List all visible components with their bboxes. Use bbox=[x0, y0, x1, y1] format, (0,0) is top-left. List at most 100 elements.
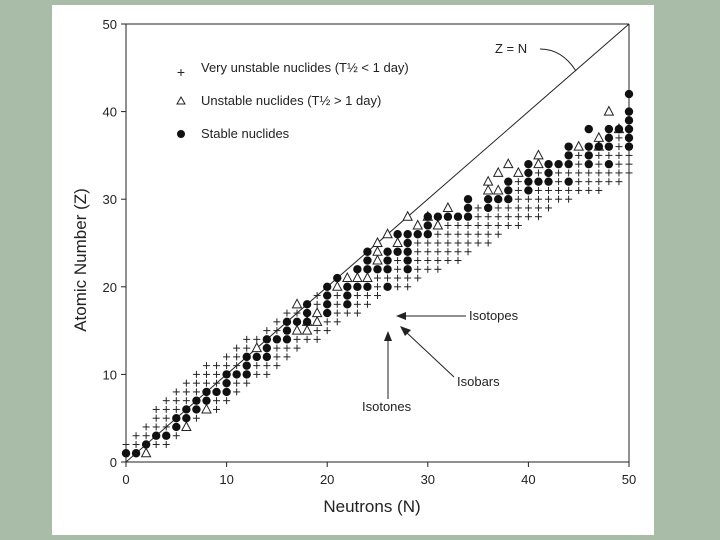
unstable-point bbox=[311, 307, 323, 318]
very-unstable-point bbox=[363, 300, 371, 308]
stable-point bbox=[383, 282, 392, 291]
very-unstable-point bbox=[152, 423, 160, 431]
stable-point bbox=[302, 317, 312, 327]
stable-point bbox=[483, 203, 493, 213]
very-unstable-point bbox=[323, 327, 331, 335]
very-unstable-point bbox=[313, 327, 321, 335]
very-unstable-point bbox=[313, 335, 321, 343]
stable-series bbox=[121, 89, 634, 458]
very-unstable-point bbox=[585, 186, 593, 194]
very-unstable-point bbox=[615, 143, 623, 151]
stable-point bbox=[403, 247, 412, 256]
y-tick-label: 30 bbox=[103, 192, 117, 207]
very-unstable-point bbox=[162, 405, 170, 413]
stable-point bbox=[524, 159, 533, 169]
z-equals-n-label: Z = N bbox=[495, 41, 527, 56]
stable-point bbox=[423, 230, 432, 239]
very-unstable-point bbox=[494, 221, 502, 229]
very-unstable-point bbox=[595, 160, 603, 168]
y-tick-label: 40 bbox=[103, 105, 117, 120]
stable-point bbox=[323, 300, 332, 309]
very-unstable-point bbox=[273, 362, 281, 370]
very-unstable-point bbox=[192, 379, 200, 387]
very-unstable-point bbox=[514, 178, 522, 186]
very-unstable-point bbox=[404, 283, 412, 291]
very-unstable-point bbox=[414, 265, 422, 273]
very-unstable-point bbox=[565, 195, 573, 203]
stable-point bbox=[564, 142, 573, 151]
very-unstable-point bbox=[444, 248, 452, 256]
stable-point bbox=[323, 291, 332, 300]
legend-circle-marker bbox=[177, 130, 185, 138]
stable-point bbox=[423, 221, 432, 230]
isobars-arrowhead bbox=[400, 326, 411, 336]
very-unstable-point bbox=[514, 221, 522, 229]
x-tick-label: 50 bbox=[622, 472, 636, 487]
stable-point bbox=[383, 265, 392, 274]
very-unstable-point bbox=[555, 195, 563, 203]
very-unstable-point bbox=[524, 195, 532, 203]
unstable-point bbox=[251, 342, 263, 353]
very-unstable-point bbox=[263, 327, 271, 335]
unstable-point bbox=[492, 184, 504, 195]
very-unstable-point bbox=[172, 397, 180, 405]
stable-point bbox=[604, 124, 614, 134]
very-unstable-point bbox=[474, 221, 482, 229]
very-unstable-point bbox=[394, 274, 402, 282]
very-unstable-point bbox=[233, 388, 241, 396]
very-unstable-point bbox=[404, 274, 412, 282]
stable-point bbox=[282, 326, 292, 335]
very-unstable-point bbox=[273, 318, 281, 326]
very-unstable-point bbox=[494, 230, 502, 238]
stable-point bbox=[504, 195, 513, 204]
very-unstable-point bbox=[162, 440, 170, 448]
stable-point bbox=[302, 308, 312, 318]
stable-point bbox=[453, 212, 463, 221]
y-ticks: 0 10 20 30 40 50 bbox=[103, 17, 126, 470]
very-unstable-point bbox=[555, 178, 563, 186]
stable-point bbox=[463, 195, 473, 204]
isotones-arrowhead bbox=[384, 331, 392, 341]
unstable-point bbox=[311, 315, 323, 326]
very-unstable-point bbox=[534, 204, 542, 212]
very-unstable-point bbox=[514, 186, 522, 194]
very-unstable-point bbox=[152, 440, 160, 448]
stable-point bbox=[544, 159, 553, 169]
stable-point bbox=[262, 343, 272, 353]
unstable-point bbox=[382, 228, 393, 239]
stable-point bbox=[604, 159, 614, 169]
very-unstable-point bbox=[283, 309, 291, 317]
very-unstable-point bbox=[565, 169, 573, 177]
very-unstable-point bbox=[233, 353, 241, 361]
very-unstable-point bbox=[545, 204, 553, 212]
very-unstable-point bbox=[424, 239, 432, 247]
very-unstable-point bbox=[575, 151, 583, 159]
very-unstable-point bbox=[434, 239, 442, 247]
very-unstable-point bbox=[172, 432, 180, 440]
stable-point bbox=[584, 151, 593, 160]
unstable-point bbox=[533, 149, 544, 160]
very-unstable-point bbox=[595, 169, 603, 177]
very-unstable-point bbox=[494, 213, 502, 221]
legend-triangle-marker bbox=[176, 95, 186, 105]
very-unstable-point bbox=[202, 379, 210, 387]
unstable-point bbox=[372, 245, 383, 256]
very-unstable-point bbox=[223, 397, 231, 405]
very-unstable-point bbox=[152, 414, 160, 422]
very-unstable-point bbox=[454, 239, 462, 247]
very-unstable-point bbox=[414, 257, 422, 265]
stable-point bbox=[624, 142, 634, 151]
very-unstable-point bbox=[575, 160, 583, 168]
very-unstable-point bbox=[514, 213, 522, 221]
y-tick-label: 10 bbox=[103, 367, 117, 382]
legend-unstable-label: Unstable nuclides (T½ > 1 day) bbox=[201, 93, 381, 108]
very-unstable-point bbox=[615, 151, 623, 159]
very-unstable-point bbox=[484, 221, 492, 229]
very-unstable-series bbox=[122, 134, 633, 448]
stable-point bbox=[242, 361, 251, 370]
very-unstable-point bbox=[575, 169, 583, 177]
stable-point bbox=[182, 414, 191, 423]
very-unstable-point bbox=[474, 204, 482, 212]
unstable-point bbox=[502, 158, 514, 169]
x-axis-label: Neutrons (N) bbox=[323, 497, 420, 516]
